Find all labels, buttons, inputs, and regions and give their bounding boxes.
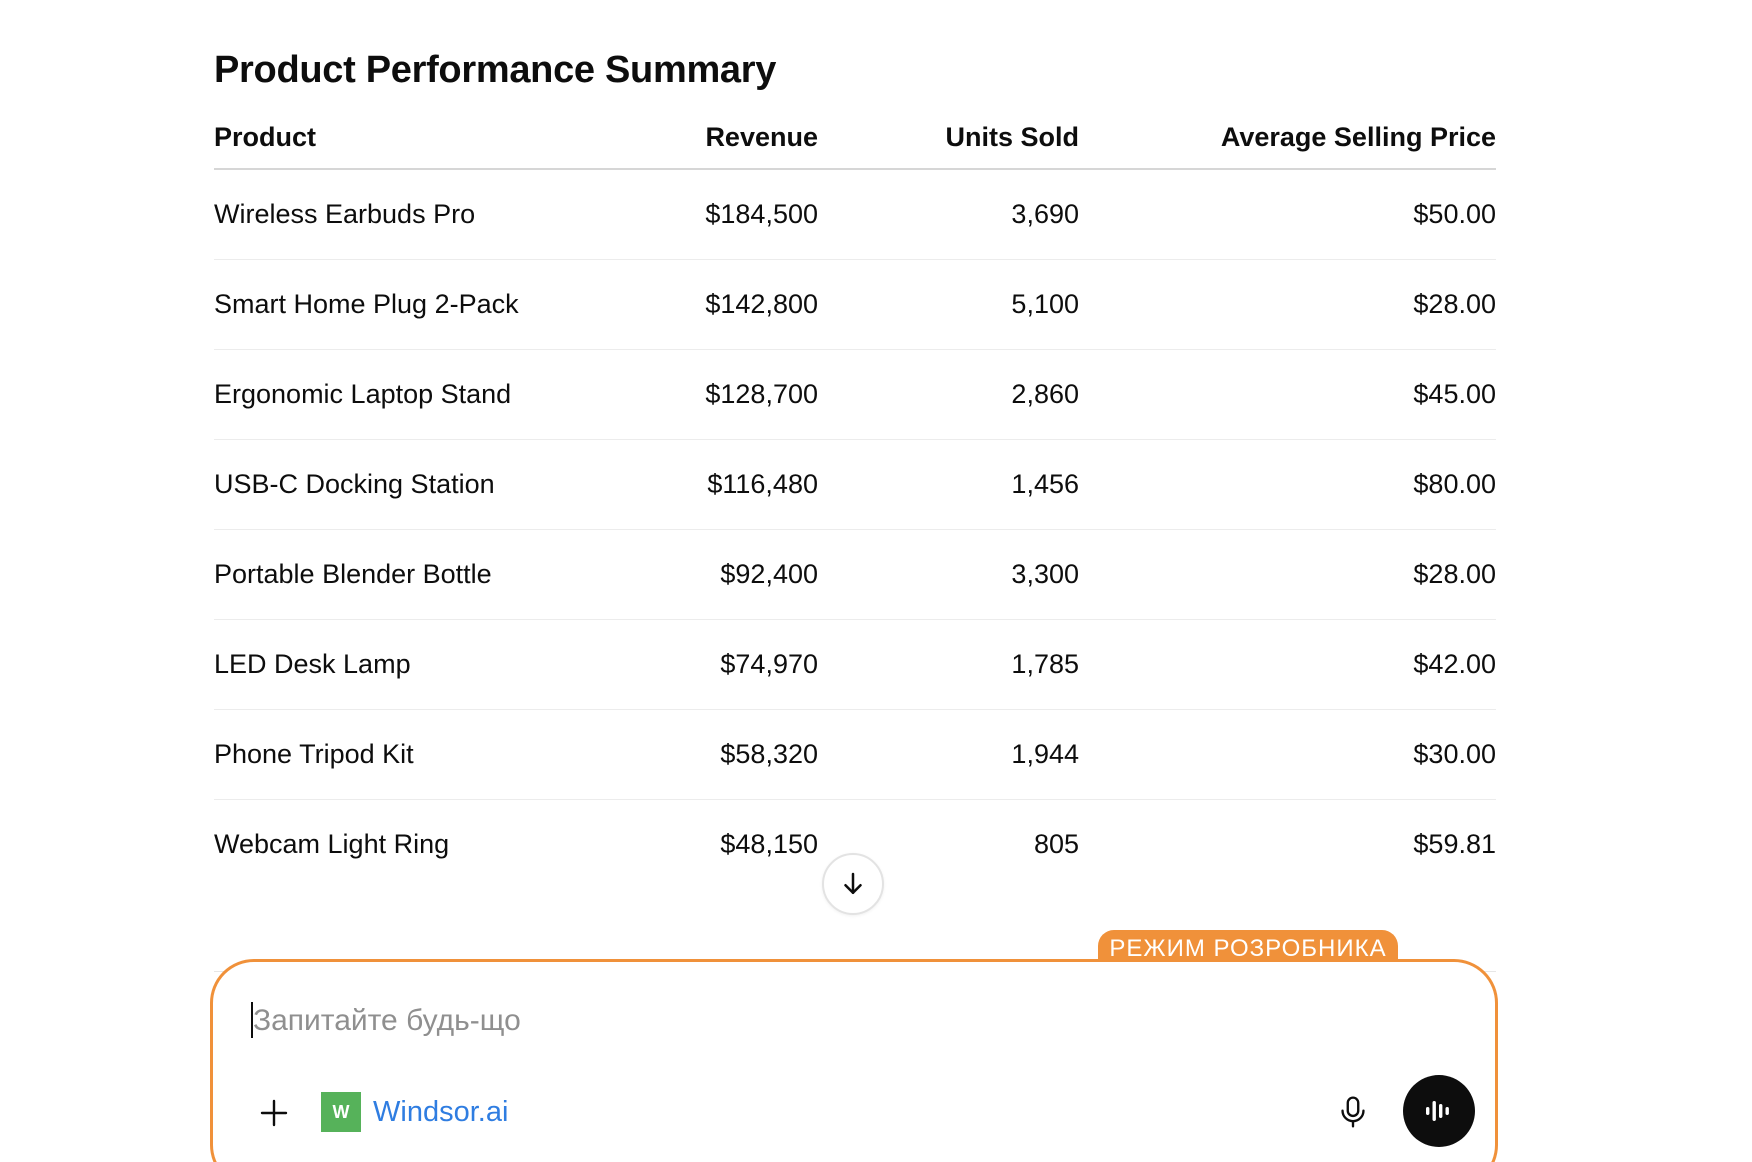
cell-average-selling-price: $50.00 xyxy=(1079,169,1496,260)
table-title: Product Performance Summary xyxy=(214,49,777,91)
cell-product: Webcam Light Ring xyxy=(214,829,450,859)
microphone-icon xyxy=(1341,1096,1365,1128)
cell-revenue: $142,800 xyxy=(634,259,818,350)
cell-average-selling-price: $80.00 xyxy=(1079,439,1496,530)
table-row: Wireless Earbuds Pro $184,500 3,690 $50.… xyxy=(214,169,1496,260)
cell-revenue: $74,970 xyxy=(634,619,818,710)
cell-average-selling-price: $28.00 xyxy=(1079,259,1496,350)
product-performance-table: Product Revenue Units Sold Average Selli… xyxy=(214,106,1496,889)
cell-product: Portable Blender Bottle xyxy=(214,529,634,620)
dictate-button[interactable] xyxy=(1331,1090,1375,1134)
cell-units-sold: 805 xyxy=(1033,829,1079,859)
cell-units-sold: 5,100 xyxy=(818,259,1079,350)
table-header-row: Product Revenue Units Sold Average Selli… xyxy=(214,106,1496,170)
cell-units-sold: 1,785 xyxy=(818,619,1079,710)
cell-revenue: $58,320 xyxy=(634,709,818,800)
cell-product: LED Desk Lamp xyxy=(214,619,634,710)
add-attachment-button[interactable] xyxy=(253,1092,295,1134)
cell-product: Wireless Earbuds Pro xyxy=(214,169,634,260)
cell-revenue: $116,480 xyxy=(634,439,818,530)
cell-units-sold: 1,944 xyxy=(818,709,1079,800)
cell-units-sold: 3,690 xyxy=(818,169,1079,260)
column-header-product: Product xyxy=(214,106,634,170)
cell-product: Phone Tripod Kit xyxy=(214,709,634,800)
table-row: Webcam Light Ring $48,150 805 $59.81 xyxy=(214,800,1496,890)
prompt-input[interactable] xyxy=(253,996,1353,1046)
cell-average-selling-price: $42.00 xyxy=(1079,619,1496,710)
response-content: Product Performance Summary Product Reve… xyxy=(214,40,1496,889)
cell-units-sold: 1,456 xyxy=(818,439,1079,530)
cell-revenue: $92,400 xyxy=(634,529,818,620)
table-row: Phone Tripod Kit $58,320 1,944 $30.00 xyxy=(214,709,1496,800)
cell-revenue: $128,700 xyxy=(634,349,818,440)
cell-units-sold: 3,300 xyxy=(818,529,1079,620)
connector-label: Windsor.ai xyxy=(373,1095,509,1128)
table-row: USB-C Docking Station $116,480 1,456 $80… xyxy=(214,439,1496,530)
cell-product: Ergonomic Laptop Stand xyxy=(214,349,634,440)
table-row: Ergonomic Laptop Stand $128,700 2,860 $4… xyxy=(214,349,1496,440)
table-row: Smart Home Plug 2-Pack $142,800 5,100 $2… xyxy=(214,259,1496,350)
cell-average-selling-price: $30.00 xyxy=(1079,709,1496,800)
column-header-units-sold: Units Sold xyxy=(818,106,1079,170)
voice-mode-button[interactable] xyxy=(1403,1075,1475,1147)
table-row: LED Desk Lamp $74,970 1,785 $42.00 xyxy=(214,619,1496,710)
cell-product: USB-C Docking Station xyxy=(214,439,634,530)
voice-waveform-icon xyxy=(1426,1101,1449,1121)
text-caret xyxy=(251,1002,253,1038)
cell-revenue: $48,150 xyxy=(720,829,818,859)
connector-chip-windsor[interactable]: W Windsor.ai xyxy=(321,1090,508,1134)
cell-revenue: $184,500 xyxy=(634,169,818,260)
message-composer: W Windsor.ai xyxy=(210,959,1498,1162)
column-header-revenue: Revenue xyxy=(634,106,818,170)
cell-average-selling-price: $45.00 xyxy=(1079,349,1496,440)
cell-units-sold: 2,860 xyxy=(818,349,1079,440)
column-header-average-selling-price: Average Selling Price xyxy=(1079,106,1496,170)
plus-icon xyxy=(260,1099,288,1127)
cell-average-selling-price: $28.00 xyxy=(1079,529,1496,620)
windsor-logo-icon: W xyxy=(321,1092,361,1132)
table-row: Portable Blender Bottle $92,400 3,300 $2… xyxy=(214,529,1496,620)
cell-average-selling-price: $59.81 xyxy=(1413,829,1496,859)
scroll-to-bottom-button[interactable] xyxy=(822,853,884,915)
cell-product: Smart Home Plug 2-Pack xyxy=(214,259,634,350)
arrow-down-icon xyxy=(844,872,862,894)
